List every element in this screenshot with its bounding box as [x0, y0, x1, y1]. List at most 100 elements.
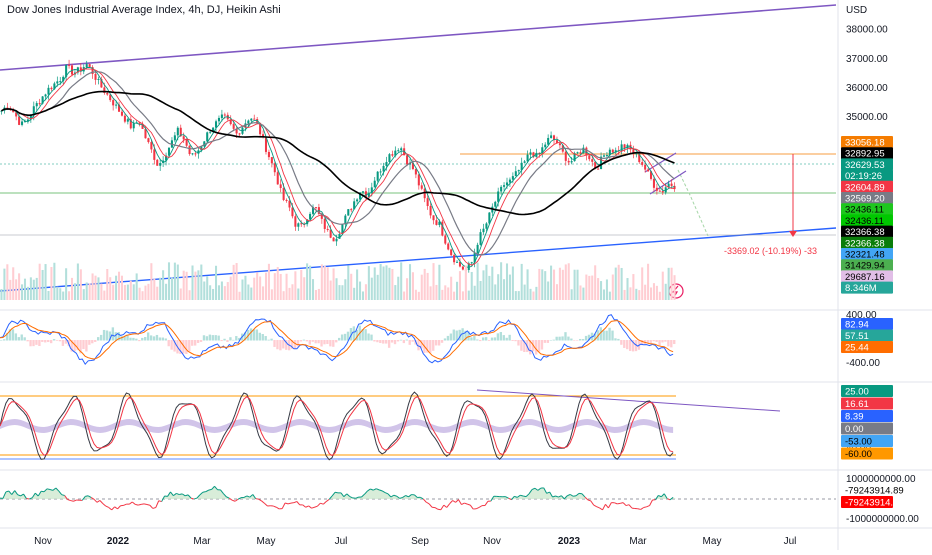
macd-histogram-bar: [497, 333, 499, 340]
volume-bar: [547, 281, 549, 300]
volume-bar: [283, 291, 285, 300]
candle-body: [544, 145, 546, 148]
macd-histogram-bar: [626, 340, 628, 349]
volume-bar: [626, 278, 628, 300]
osc-line-segment: [647, 506, 650, 507]
volume-bar: [606, 279, 608, 300]
volume-bar: [535, 287, 537, 300]
macd-histogram-bar: [38, 340, 40, 346]
volume-bar: [356, 269, 358, 300]
volume-bar: [465, 265, 467, 300]
volume-bar: [665, 284, 667, 300]
osc-line-segment: [159, 501, 162, 502]
macd-histogram-bar: [520, 340, 522, 351]
volume-bar: [0, 289, 2, 300]
macd-histogram-bar: [212, 335, 214, 340]
osc-line-segment: [112, 507, 115, 510]
osc-line-segment: [262, 501, 265, 503]
volume-bar: [524, 285, 526, 300]
macd-layer: [0, 315, 675, 365]
ma-layer[interactable]: [2, 67, 675, 267]
osc-line-segment: [132, 502, 135, 504]
ma-mid-line[interactable]: [2, 69, 675, 265]
macd-histogram-bar: [262, 334, 264, 340]
candle-body: [377, 172, 379, 181]
volume-bar: [644, 285, 646, 300]
volume-bar: [100, 284, 102, 300]
volume-bar: [656, 286, 658, 300]
candle-body: [653, 179, 655, 188]
volume-bar: [109, 277, 111, 300]
volume-bar: [362, 291, 364, 300]
osc-line-segment: [156, 501, 159, 508]
price-label-box: 32629.53: [845, 160, 885, 171]
macd-histogram-bar: [309, 340, 311, 345]
volume-bar: [139, 288, 141, 300]
volume-bar: [527, 269, 529, 300]
osc-line-segment: [123, 504, 126, 505]
time-axis-label: Nov: [483, 536, 501, 547]
candle-body: [485, 223, 487, 228]
osc-line-segment: [614, 503, 617, 504]
candle-body: [239, 133, 241, 134]
macd-histogram-bar: [226, 340, 228, 342]
support-trendline[interactable]: [0, 228, 836, 291]
candle-body: [89, 64, 91, 67]
volume-bar: [80, 269, 82, 300]
candle-body: [186, 139, 188, 145]
candle-body: [612, 150, 614, 153]
macd-histogram-bar: [168, 340, 170, 346]
osc-line-segment: [265, 503, 268, 506]
osc-line-segment: [450, 500, 453, 503]
macd-histogram-bar: [312, 340, 314, 342]
volume-bar: [659, 292, 661, 300]
macd-histogram-bar: [250, 328, 252, 340]
osc-line-segment: [153, 508, 156, 509]
osc-line-segment: [235, 499, 238, 501]
volume-bar: [612, 275, 614, 300]
macd-histogram-bar: [18, 337, 20, 340]
rsi-value-box: -60.00: [845, 449, 872, 460]
volume-bar: [312, 279, 314, 300]
osc-line-segment: [623, 503, 626, 506]
osc-line-segment: [144, 504, 147, 505]
volume-bar: [435, 285, 437, 300]
volume-bar: [236, 263, 238, 300]
projection-path[interactable]: [678, 170, 708, 236]
ma-fast-line[interactable]: [2, 67, 675, 267]
osc-line-segment: [309, 506, 312, 508]
volume-bar: [83, 289, 85, 300]
candle-body: [444, 236, 446, 244]
osc-line-segment: [485, 501, 488, 505]
osc-line-segment: [129, 502, 132, 504]
macd-histogram-bar: [253, 330, 255, 341]
macd-histogram-bar: [320, 340, 322, 346]
macd-histogram-bar: [144, 337, 146, 341]
volume-bar: [500, 262, 502, 300]
flag-lower-line[interactable]: [650, 171, 686, 194]
volume-bar: [497, 274, 499, 300]
candle-body: [47, 88, 49, 95]
macd-histogram-bar: [329, 340, 331, 346]
volume-bar: [482, 270, 484, 300]
volume-bar: [280, 274, 282, 300]
macd-histogram-bar: [47, 340, 49, 342]
volume-bar: [250, 288, 252, 300]
osc-line-segment: [603, 504, 606, 510]
rsi-trendline[interactable]: [477, 390, 780, 411]
macd-histogram-bar: [194, 340, 196, 346]
candle-body: [124, 116, 126, 122]
osc-line-segment: [109, 507, 112, 509]
volume-bar: [330, 281, 332, 300]
rsi-value-box: 16.61: [845, 399, 869, 410]
macd-histogram-bar: [170, 340, 172, 350]
macd-histogram-bar: [444, 338, 446, 340]
candle-body: [274, 163, 276, 172]
time-axis-label: Mar: [629, 536, 647, 547]
candle-body: [21, 122, 23, 125]
candle-body: [271, 157, 273, 163]
volume-bar: [21, 284, 23, 300]
osc-line-segment: [106, 506, 109, 507]
ma-slow-line[interactable]: [2, 72, 675, 255]
